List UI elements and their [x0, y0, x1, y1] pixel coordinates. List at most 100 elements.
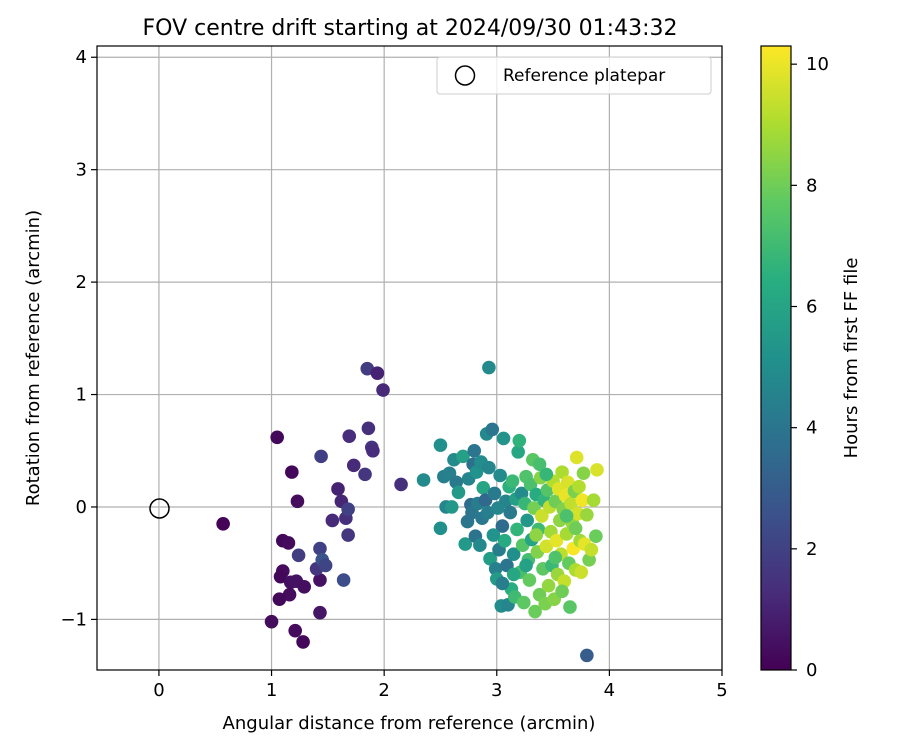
data-point: [458, 537, 473, 551]
colorbar-tick-label: 10: [806, 54, 829, 75]
data-point: [433, 521, 448, 536]
data-point: [506, 547, 521, 561]
data-point: [590, 463, 604, 477]
colorbar-tick-label: 6: [806, 297, 817, 318]
data-point: [394, 477, 408, 492]
y-axis-label: Rotation from reference (arcmin): [23, 210, 44, 506]
y-tick-label: −1: [60, 609, 87, 630]
data-point: [555, 584, 569, 599]
data-point: [318, 558, 333, 573]
x-tick-label: 4: [604, 680, 615, 701]
data-point: [575, 493, 590, 508]
data-point: [467, 443, 482, 458]
data-point: [444, 500, 459, 514]
data-point: [341, 502, 355, 517]
data-point: [264, 614, 279, 629]
data-point: [290, 494, 305, 509]
data-point: [541, 578, 556, 593]
data-point: [584, 542, 599, 557]
data-point: [366, 443, 380, 458]
data-point: [288, 623, 302, 638]
y-tick-label: 0: [76, 497, 87, 518]
data-point: [574, 565, 589, 579]
data-point: [282, 587, 297, 602]
data-point: [503, 505, 518, 520]
data-point: [270, 430, 284, 445]
data-point: [564, 496, 578, 511]
data-point: [539, 467, 554, 482]
data-point: [510, 522, 524, 537]
data-point: [376, 383, 390, 397]
data-point: [532, 457, 547, 472]
data-point: [216, 517, 230, 531]
data-points: [216, 360, 604, 663]
x-tick-label: 5: [716, 680, 727, 701]
data-point: [482, 360, 496, 375]
colorbar-tick-label: 2: [806, 539, 817, 560]
x-tick-label: 0: [153, 680, 164, 701]
data-point: [496, 431, 511, 446]
data-point: [506, 567, 521, 582]
data-point: [548, 550, 563, 565]
data-point: [370, 366, 385, 380]
data-point: [342, 429, 357, 443]
data-point: [336, 573, 351, 587]
data-point: [580, 508, 594, 522]
data-point: [272, 592, 287, 606]
data-point: [346, 458, 361, 473]
data-point: [498, 494, 513, 509]
data-point: [519, 558, 533, 573]
data-point: [456, 449, 470, 464]
data-point: [517, 595, 531, 610]
y-tick-label: 1: [76, 385, 87, 406]
data-point: [469, 465, 484, 479]
colorbar-frame: [760, 45, 792, 671]
colorbar-gradient: [761, 46, 791, 670]
data-point: [497, 533, 512, 548]
data-point: [449, 475, 464, 490]
x-axis-label: Angular distance from reference (arcmin): [223, 713, 596, 734]
data-point: [559, 509, 574, 523]
plot-frame: [96, 45, 723, 671]
legend: Reference platepar: [436, 56, 712, 95]
data-point: [325, 513, 340, 528]
data-point: [314, 449, 328, 464]
data-point: [297, 580, 312, 594]
data-point: [331, 482, 345, 496]
data-point: [522, 573, 537, 587]
data-point: [487, 486, 502, 501]
data-point: [576, 466, 591, 481]
data-point: [589, 529, 603, 544]
data-point: [569, 450, 584, 465]
data-point: [341, 528, 355, 542]
data-point: [313, 541, 327, 556]
data-point: [416, 473, 431, 487]
data-point: [535, 509, 549, 523]
data-point: [485, 422, 500, 437]
data-point: [493, 468, 507, 483]
data-point: [505, 474, 520, 488]
y-axis-ticks: −1 0 1 2 3 4: [60, 47, 97, 630]
data-point: [549, 533, 564, 548]
data-point: [361, 421, 376, 436]
colorbar: 0 2 4 6 8 10 Hours from first FF file: [760, 45, 862, 681]
data-point: [586, 493, 601, 508]
data-point: [358, 467, 372, 482]
legend-label: Reference platepar: [503, 66, 665, 86]
colorbar-tick-label: 4: [806, 418, 817, 439]
data-point: [555, 465, 569, 479]
legend-box: [436, 56, 712, 95]
data-point: [451, 485, 466, 500]
data-point: [360, 361, 375, 376]
chart-title: FOV centre drift starting at 2024/09/30 …: [143, 16, 678, 41]
data-point: [512, 433, 527, 448]
data-point: [476, 481, 491, 495]
data-point: [273, 569, 288, 584]
data-point: [313, 605, 327, 620]
colorbar-ticks: 0 2 4 6 8 10: [791, 54, 829, 681]
data-point: [495, 576, 510, 591]
data-point: [568, 521, 583, 536]
x-tick-label: 2: [378, 680, 389, 701]
data-point: [291, 548, 306, 563]
